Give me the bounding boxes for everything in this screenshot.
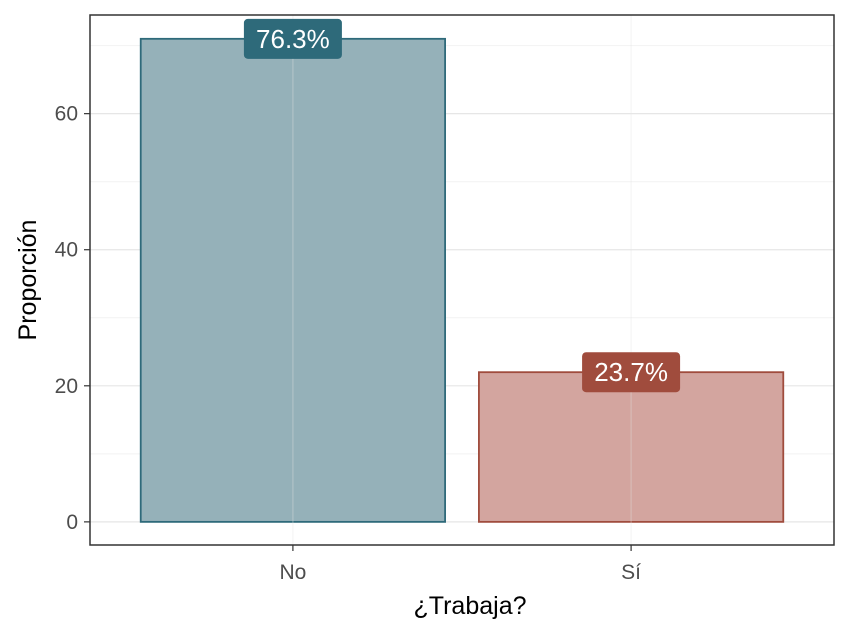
x-tick-label: No (279, 561, 306, 584)
bar-1 (139, 37, 446, 523)
y-axis-title: Proporción (14, 220, 42, 341)
x-tick-label: Sí (621, 561, 641, 584)
data-label-box-2 (582, 352, 681, 393)
data-label-2: 23.7% (594, 357, 668, 387)
plot-border (89, 14, 835, 546)
x-axis: No Sí (279, 545, 641, 584)
data-label-box-1 (243, 18, 342, 59)
y-tick-label: 20 (55, 375, 78, 398)
y-axis: 0 20 40 60 (55, 103, 90, 534)
bar-2 (478, 371, 785, 523)
y-tick-label: 0 (66, 511, 78, 534)
bars (139, 15, 785, 545)
data-labels: 76.3% 23.7% (243, 18, 681, 393)
data-label-1: 76.3% (256, 24, 330, 54)
y-tick-label: 40 (55, 239, 78, 262)
x-axis-title: ¿Trabaja? (413, 592, 526, 620)
y-tick-label: 60 (55, 103, 78, 126)
